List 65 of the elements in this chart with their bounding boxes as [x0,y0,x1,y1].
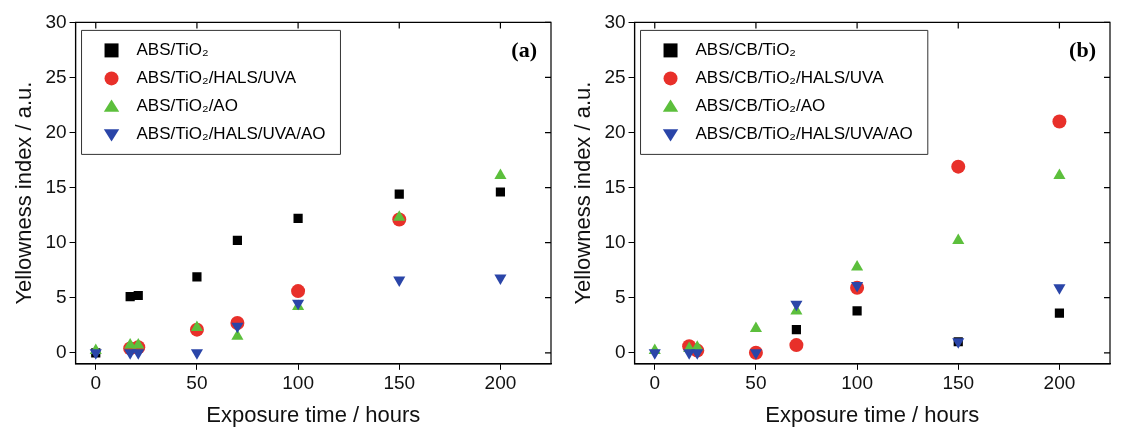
legend-label: ABS/TiO₂/AO [136,96,238,116]
y-tick-label: 15 [45,175,67,197]
point [291,284,306,299]
point [494,274,507,285]
point [231,322,244,334]
legend-label: ABS/CB/TiO₂ [695,40,796,60]
annotation: (b) [1069,37,1096,63]
point [495,187,506,197]
x-tick-label: 200 [484,372,517,394]
point [192,272,202,282]
legend-label: ABS/TiO₂/HALS/UVA/AO [136,124,326,144]
point [791,325,801,335]
point [749,349,762,360]
x-tick-label: 200 [1043,372,1076,394]
legend-label: ABS/CB/TiO₂/HALS/UVA [695,68,885,88]
point [132,349,145,360]
y-tick-label: 5 [55,285,67,307]
point [133,290,143,301]
point [691,349,704,360]
x-tick-label: 150 [942,372,975,394]
y-tick-label: 15 [604,175,626,197]
point [1052,114,1067,129]
point [952,233,965,244]
point [1054,308,1065,318]
point [851,259,864,271]
legend-label: ABS/CB/TiO₂/AO [695,96,826,116]
legend-label: ABS/TiO₂ [136,40,209,60]
x-tick-label: 100 [282,372,314,394]
y-tick-label: 10 [604,230,626,252]
point [1053,284,1066,295]
point [648,349,661,360]
x-tick-label: 50 [186,372,208,394]
point [394,189,404,199]
y-axis-title: Yellowness index / a.u. [11,81,37,305]
point [232,235,242,246]
legend-label: ABS/TiO₂/HALS/UVA [136,68,297,88]
y-tick-label: 20 [604,120,626,142]
x-tick-label: 100 [841,372,873,394]
point [951,159,966,174]
point [852,306,862,316]
y-tick-label: 0 [55,341,67,363]
y-tick-label: 5 [614,285,626,307]
x-tick-label: 0 [649,372,661,394]
point [293,213,303,224]
y-tick-label: 20 [45,120,67,142]
y-tick-label: 10 [45,230,67,252]
y-tick-label: 30 [45,10,67,32]
point [393,210,406,221]
point [494,168,507,179]
x-tick-label: 0 [90,372,102,394]
y-tick-label: 0 [614,341,626,363]
y-tick-label: 30 [604,10,626,32]
x-tick-label: 150 [383,372,416,394]
x-axis-title: Exposure time / hours [206,401,421,427]
x-axis-title: Exposure time / hours [765,401,980,427]
point [190,349,203,360]
point [789,338,804,353]
y-tick-label: 25 [45,65,67,87]
x-tick-label: 50 [745,372,767,394]
point [1053,168,1066,179]
point [393,276,406,288]
y-axis-title: Yellowness index / a.u. [570,81,596,305]
annotation: (a) [511,37,537,63]
y-tick-label: 25 [604,65,626,87]
legend-label: ABS/CB/TiO₂/HALS/UVA/AO [695,124,913,144]
